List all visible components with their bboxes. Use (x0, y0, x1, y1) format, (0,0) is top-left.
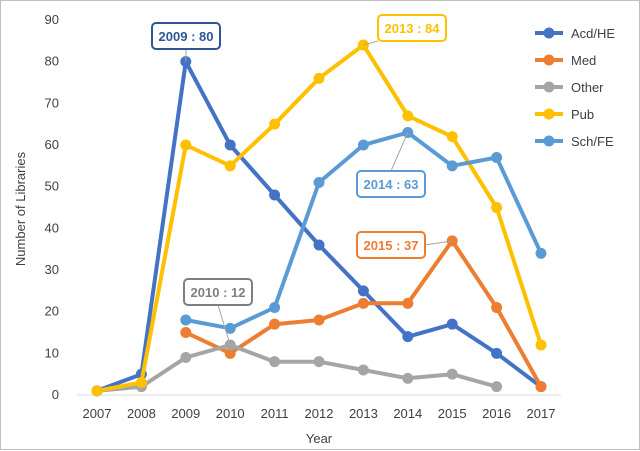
data-point (402, 110, 413, 121)
callout: 2015 : 37 (357, 232, 452, 258)
x-tick-label: 2007 (83, 406, 112, 421)
y-tick-label: 10 (45, 345, 59, 360)
legend: Acd/HE Med Other Pub Sch/FE (535, 26, 615, 149)
y-tick-label: 40 (45, 220, 59, 235)
x-axis-title: Year (306, 431, 333, 446)
data-point (136, 377, 147, 388)
x-tick-label: 2015 (438, 406, 467, 421)
callout-label: 2009 : 80 (159, 29, 214, 44)
legend-label: Sch/FE (571, 134, 614, 149)
y-tick-label: 60 (45, 137, 59, 152)
data-point (402, 373, 413, 384)
data-point (314, 356, 325, 367)
legend-item: Other (535, 80, 604, 95)
x-tick-label: 2014 (393, 406, 422, 421)
y-tick-label: 20 (45, 304, 59, 319)
data-point (180, 140, 191, 151)
data-point (180, 327, 191, 338)
data-point (447, 131, 458, 142)
callout-label: 2014 : 63 (364, 177, 419, 192)
legend-label: Acd/HE (571, 26, 615, 41)
x-tick-label: 2017 (527, 406, 556, 421)
data-point (491, 152, 502, 163)
data-point (269, 302, 280, 313)
legend-swatch-marker (544, 28, 555, 39)
data-point (92, 385, 103, 396)
data-point (358, 285, 369, 296)
data-point (536, 381, 547, 392)
x-tick-label: 2011 (261, 406, 289, 421)
data-point (314, 177, 325, 188)
series-layer (92, 40, 547, 397)
callout-label: 2010 : 12 (191, 285, 246, 300)
series-acd-he (92, 56, 547, 396)
legend-item: Pub (535, 107, 594, 122)
data-point (491, 381, 502, 392)
data-point (447, 160, 458, 171)
legend-label: Other (571, 80, 604, 95)
legend-item: Med (535, 53, 596, 68)
data-point (447, 369, 458, 380)
data-point (180, 352, 191, 363)
axis-layer: 0 10 20 30 40 50 60 70 80 90 2007 2008 2009 2010 2011 2… (45, 12, 561, 421)
x-tick-label: 2009 (171, 406, 200, 421)
data-point (269, 190, 280, 201)
legend-item: Sch/FE (535, 134, 614, 149)
y-tick-label: 50 (45, 179, 59, 194)
x-tick-label: 2008 (127, 406, 156, 421)
series-line (97, 345, 497, 391)
data-point (358, 140, 369, 151)
data-point (269, 356, 280, 367)
callout: 2009 : 80 (152, 23, 220, 62)
data-point (536, 248, 547, 259)
y-axis-title: Number of Libraries (13, 151, 28, 266)
callout: 2013 : 84 (363, 15, 446, 45)
series-line (97, 62, 541, 391)
data-point (491, 302, 502, 313)
y-tick-label: 30 (45, 262, 59, 277)
x-tick-label: 2013 (349, 406, 378, 421)
data-point (269, 319, 280, 330)
callout-label: 2013 : 84 (385, 21, 441, 36)
y-tick-label: 90 (45, 12, 59, 27)
data-point (491, 348, 502, 359)
data-point (358, 298, 369, 309)
legend-swatch-marker (544, 109, 555, 120)
data-point (402, 298, 413, 309)
data-point (314, 240, 325, 251)
y-tick-label: 80 (45, 54, 59, 69)
data-point (536, 340, 547, 351)
legend-label: Med (571, 53, 596, 68)
series-other (92, 340, 503, 397)
legend-label: Pub (571, 107, 594, 122)
x-tick-label: 2012 (305, 406, 334, 421)
data-point (180, 315, 191, 326)
callout-label: 2015 : 37 (364, 238, 419, 253)
data-point (358, 365, 369, 376)
data-point (314, 315, 325, 326)
y-tick-label: 0 (52, 387, 59, 402)
data-point (447, 319, 458, 330)
data-point (225, 140, 236, 151)
legend-item: Acd/HE (535, 26, 615, 41)
y-tick-label: 70 (45, 95, 59, 110)
data-point (491, 202, 502, 213)
data-point (402, 331, 413, 342)
x-tick-label: 2016 (482, 406, 511, 421)
legend-swatch-marker (544, 136, 555, 147)
data-point (269, 119, 280, 130)
legend-swatch-marker (544, 82, 555, 93)
x-tick-label: 2010 (216, 406, 245, 421)
legend-swatch-marker (544, 55, 555, 66)
callout-layer: 2009 : 80 2013 : 84 2014 : 63 2015 : 37 2010… (152, 15, 452, 345)
data-point (314, 73, 325, 84)
data-point (225, 160, 236, 171)
